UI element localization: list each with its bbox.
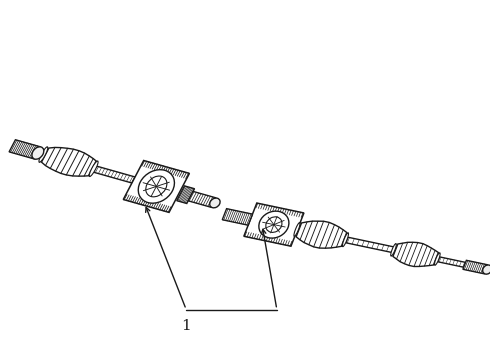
Polygon shape: [93, 166, 135, 183]
Polygon shape: [438, 257, 465, 267]
Polygon shape: [463, 260, 488, 274]
Polygon shape: [188, 192, 216, 207]
Ellipse shape: [266, 217, 282, 233]
Ellipse shape: [210, 198, 220, 208]
Ellipse shape: [146, 176, 167, 197]
Ellipse shape: [391, 244, 396, 256]
Polygon shape: [9, 140, 41, 159]
Ellipse shape: [259, 211, 289, 238]
Ellipse shape: [483, 265, 490, 274]
Polygon shape: [177, 186, 195, 203]
Ellipse shape: [138, 170, 174, 203]
Polygon shape: [123, 161, 190, 212]
Polygon shape: [393, 242, 439, 266]
Ellipse shape: [89, 161, 98, 176]
Text: 1: 1: [181, 319, 191, 333]
Ellipse shape: [435, 253, 440, 265]
Polygon shape: [346, 237, 395, 253]
Ellipse shape: [39, 147, 48, 162]
Polygon shape: [42, 148, 96, 176]
Polygon shape: [296, 221, 347, 248]
Polygon shape: [244, 203, 304, 246]
Ellipse shape: [294, 222, 300, 237]
Ellipse shape: [32, 147, 44, 159]
Polygon shape: [222, 209, 252, 225]
Ellipse shape: [343, 233, 348, 247]
